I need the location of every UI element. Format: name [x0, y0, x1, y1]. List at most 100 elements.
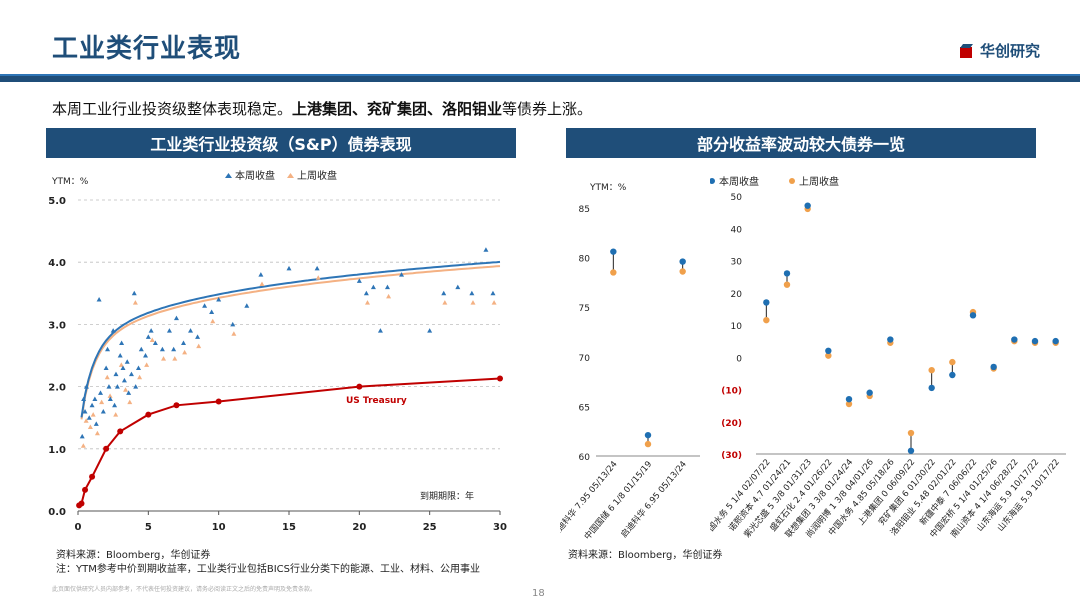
summary-prefix: 本周工业行业投资级整体表现稳定。 — [52, 100, 293, 118]
y-tick-label: 5.0 — [48, 196, 66, 207]
point-this-week — [949, 371, 956, 379]
point-this-week — [105, 346, 111, 352]
y-tick-label: 0.0 — [48, 507, 66, 518]
point-last-week — [104, 374, 110, 380]
y-tick-label: 3.0 — [48, 320, 66, 331]
legend-last-week-label: 上周收盘 — [799, 175, 839, 188]
point-last-week — [149, 337, 155, 342]
point-last-week — [161, 356, 167, 361]
point-last-week — [83, 418, 89, 423]
treasury-point — [215, 398, 222, 405]
point-last-week — [928, 366, 935, 374]
point-this-week — [763, 299, 770, 306]
point-this-week — [124, 359, 130, 364]
point-this-week — [363, 290, 369, 296]
treasury-point — [173, 402, 180, 409]
point-last-week — [470, 300, 476, 305]
point-this-week — [110, 328, 116, 333]
mid-ylabel: YTM：% — [589, 183, 627, 193]
point-last-week — [644, 440, 652, 448]
point-this-week — [113, 371, 119, 377]
point-this-week — [427, 328, 433, 333]
point-this-week — [152, 340, 158, 346]
point-last-week — [386, 293, 392, 299]
page-title: 工业类行业表现 — [52, 34, 242, 64]
point-this-week — [135, 365, 141, 370]
point-last-week — [90, 412, 96, 417]
point-last-week — [783, 281, 791, 288]
right-panel-title: 部分收益率波动较大债券一览 — [566, 128, 1036, 158]
point-this-week — [845, 395, 853, 403]
point-this-week — [159, 346, 165, 352]
legend-last-week-label: 上周收盘 — [297, 169, 337, 182]
summary-highlight: 上港集团、兖矿集团、洛阳钼业 — [292, 100, 503, 118]
point-this-week — [887, 336, 894, 343]
point-this-week — [469, 290, 475, 296]
point-this-week — [230, 321, 236, 327]
point-this-week — [907, 447, 915, 454]
point-this-week — [173, 315, 179, 321]
legend-last-week-marker — [789, 178, 795, 184]
category-label: 启迪科华 6.95 05/13/24 — [618, 459, 688, 540]
point-this-week — [209, 309, 215, 314]
point-this-week — [825, 347, 832, 354]
point-this-week — [399, 272, 405, 277]
point-this-week — [120, 365, 126, 370]
point-this-week — [117, 353, 123, 358]
y-tick-label: 10 — [731, 322, 743, 332]
x-tick-label: 0 — [75, 522, 82, 533]
point-this-week — [106, 384, 112, 389]
x-tick-label: 25 — [423, 522, 437, 533]
point-this-week — [138, 346, 144, 352]
point-last-week — [949, 358, 956, 366]
point-last-week — [845, 400, 853, 408]
point-this-week — [166, 328, 172, 333]
y-tick-label: (30) — [721, 451, 742, 461]
y-tick-label: 70 — [579, 354, 591, 364]
point-this-week — [126, 390, 132, 395]
us-treasury-label: US Treasury — [346, 396, 407, 406]
right-source: 资料来源：Bloomberg，华创证券 — [568, 550, 723, 561]
point-this-week — [121, 377, 127, 383]
point-this-week — [969, 312, 977, 319]
left-note: 注：YTM参考中价到期收益率，工业类行业包括BICS行业分类下的能源、工业、材料… — [56, 564, 480, 575]
point-this-week — [483, 247, 489, 252]
summary-text: 本周工业行业投资级整体表现稳定。上港集团、兖矿集团、洛阳钼业等债券上涨。 — [52, 98, 592, 119]
point-this-week — [133, 384, 139, 389]
point-this-week — [148, 328, 154, 333]
left-ylabel: YTM：% — [51, 177, 89, 187]
y-tick-label: 80 — [579, 255, 591, 265]
point-last-week — [144, 362, 150, 367]
summary-suffix: 等债券上涨。 — [502, 100, 593, 118]
legend-this-week-marker — [225, 173, 232, 178]
point-last-week — [907, 429, 915, 437]
logo-mark-icon — [959, 43, 973, 58]
point-last-week — [364, 300, 370, 305]
left-legend: 本周收盘 上周收盘 — [225, 169, 337, 182]
point-last-week — [610, 269, 617, 276]
point-last-week — [132, 300, 138, 305]
point-this-week — [82, 408, 88, 414]
point-this-week — [112, 402, 118, 408]
point-last-week — [259, 281, 265, 286]
point-this-week — [89, 402, 95, 408]
point-this-week — [356, 278, 362, 283]
point-last-week — [210, 318, 216, 324]
point-last-week — [137, 374, 143, 380]
point-this-week — [314, 265, 320, 271]
point-this-week — [216, 297, 222, 302]
x-tick-label: 20 — [352, 522, 366, 533]
y-tick-label: 1.0 — [48, 445, 66, 456]
y-tick-label: 40 — [731, 225, 743, 235]
point-this-week — [188, 328, 194, 333]
point-this-week — [181, 340, 186, 346]
point-this-week — [610, 248, 617, 255]
y-tick-label: 50 — [731, 193, 743, 203]
point-this-week — [441, 290, 447, 296]
treasury-point — [89, 473, 96, 480]
point-last-week — [491, 300, 497, 305]
left-source: 资料来源：Bloomberg，华创证券 — [56, 550, 211, 561]
point-last-week — [679, 268, 686, 275]
y-tick-label: 75 — [579, 304, 590, 314]
point-last-week — [99, 399, 105, 405]
